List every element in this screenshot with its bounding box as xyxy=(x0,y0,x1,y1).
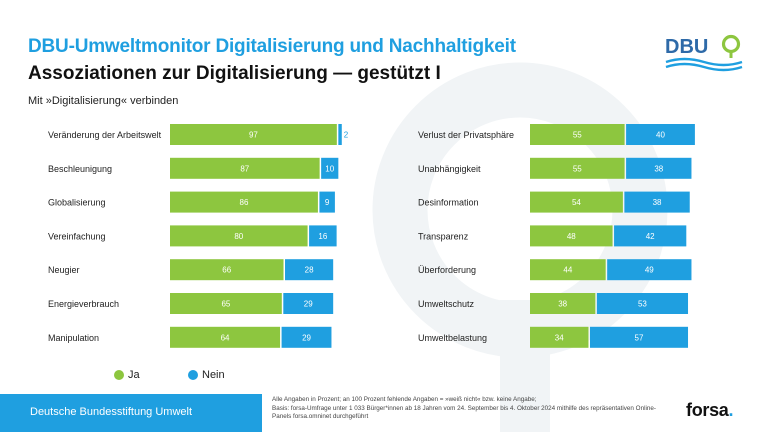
bar-ja xyxy=(170,259,284,281)
data-label: 2 xyxy=(344,131,349,140)
data-label: 53 xyxy=(638,300,647,309)
data-label: 29 xyxy=(302,333,311,342)
data-label: 66 xyxy=(222,266,231,275)
bar-ja xyxy=(530,225,613,247)
category-label: Überforderung xyxy=(418,265,476,275)
bar-nein xyxy=(614,225,687,247)
category-label: Verlust der Privatsphäre xyxy=(418,130,514,140)
category-label: Umweltschutz xyxy=(418,299,475,309)
legend-ja-label: Ja xyxy=(128,369,140,381)
dbu-logo-icon: DBU xyxy=(665,34,743,72)
data-label: 38 xyxy=(558,300,567,309)
category-label: Energieverbrauch xyxy=(48,299,119,309)
data-label: 29 xyxy=(304,300,313,309)
forsa-logo: forsa. xyxy=(686,400,734,421)
bar-ja xyxy=(170,225,308,247)
bar-ja xyxy=(170,326,281,348)
category-label: Beschleunigung xyxy=(48,164,112,174)
data-label: 97 xyxy=(249,131,258,140)
category-label: Desinformation xyxy=(418,198,479,208)
footnote: Alle Angaben in Prozent; an 100 Prozent … xyxy=(272,396,662,422)
bar-nein xyxy=(283,293,334,314)
data-label: 55 xyxy=(573,164,582,173)
bar-nein xyxy=(281,326,332,348)
category-label: Neugier xyxy=(48,265,80,275)
data-label: 10 xyxy=(325,164,334,173)
bar-nein xyxy=(596,293,689,314)
footer-bar: Deutsche Bundesstiftung Umwelt xyxy=(0,394,262,432)
bar-nein xyxy=(309,225,337,247)
bar-ja xyxy=(530,293,596,314)
bar-nein xyxy=(285,259,334,281)
bar-nein xyxy=(589,326,689,348)
bar-nein xyxy=(624,191,690,213)
dbu-logo: DBU xyxy=(664,33,744,73)
bar-ja xyxy=(530,124,625,145)
data-label: 57 xyxy=(635,333,644,342)
question-text: Mit »Digitalisierung« verbinden xyxy=(28,95,179,107)
data-label: 87 xyxy=(240,164,249,173)
data-label: 86 xyxy=(240,198,249,207)
forsa-brand: forsa xyxy=(686,400,729,420)
data-label: 65 xyxy=(221,300,230,309)
bar-nein xyxy=(626,157,692,179)
category-label: Transparenz xyxy=(418,231,469,241)
category-label: Veränderung der Arbeitswelt xyxy=(48,130,162,140)
bar-ja xyxy=(170,124,337,145)
data-label: 44 xyxy=(563,266,572,275)
bar-nein xyxy=(626,124,695,145)
legend-ja-marker xyxy=(114,370,124,380)
bar-ja xyxy=(170,157,320,179)
category-label: Umweltbelastung xyxy=(418,333,487,343)
data-label: 55 xyxy=(573,131,582,140)
legend-nein-marker xyxy=(188,370,198,380)
data-label: 40 xyxy=(656,131,665,140)
bar-ja xyxy=(530,326,589,348)
bar-nein xyxy=(338,124,342,145)
bar-nein xyxy=(607,259,692,281)
category-label: Manipulation xyxy=(48,333,99,343)
bar-ja xyxy=(530,157,625,179)
legend-nein-label: Nein xyxy=(202,369,225,381)
data-label: 49 xyxy=(645,266,654,275)
bar-ja xyxy=(530,259,606,281)
data-label: 34 xyxy=(555,333,564,342)
bar-nein xyxy=(319,191,335,213)
bar-nein xyxy=(321,157,339,179)
bar-ja xyxy=(170,293,282,314)
category-label: Vereinfachung xyxy=(48,231,106,241)
footer-org: Deutsche Bundesstiftung Umwelt xyxy=(30,406,193,418)
forsa-dot: . xyxy=(728,400,734,420)
chart-subtitle: Assoziationen zur Digitalisierung — gest… xyxy=(28,63,441,84)
data-label: 38 xyxy=(653,198,662,207)
bar-ja xyxy=(170,191,318,213)
data-label: 64 xyxy=(221,333,230,342)
data-label: 28 xyxy=(305,266,314,275)
data-label: 80 xyxy=(234,232,243,241)
bar-ja xyxy=(530,191,623,213)
footnote-line-2: Basis: forsa-Umfrage unter 1 033 Bürger*… xyxy=(272,404,656,421)
data-label: 54 xyxy=(572,198,581,207)
data-label: 16 xyxy=(318,232,327,241)
footnote-line-1: Alle Angaben in Prozent; an 100 Prozent … xyxy=(272,396,537,403)
category-label: Globalisierung xyxy=(48,198,106,208)
data-label: 9 xyxy=(325,198,330,207)
chart-title: DBU-Umweltmonitor Digitalisierung und Na… xyxy=(28,36,516,57)
data-label: 42 xyxy=(646,232,655,241)
data-label: 38 xyxy=(654,164,663,173)
logo-text: DBU xyxy=(665,36,708,58)
category-label: Unabhängigkeit xyxy=(418,164,481,174)
data-label: 48 xyxy=(567,232,576,241)
